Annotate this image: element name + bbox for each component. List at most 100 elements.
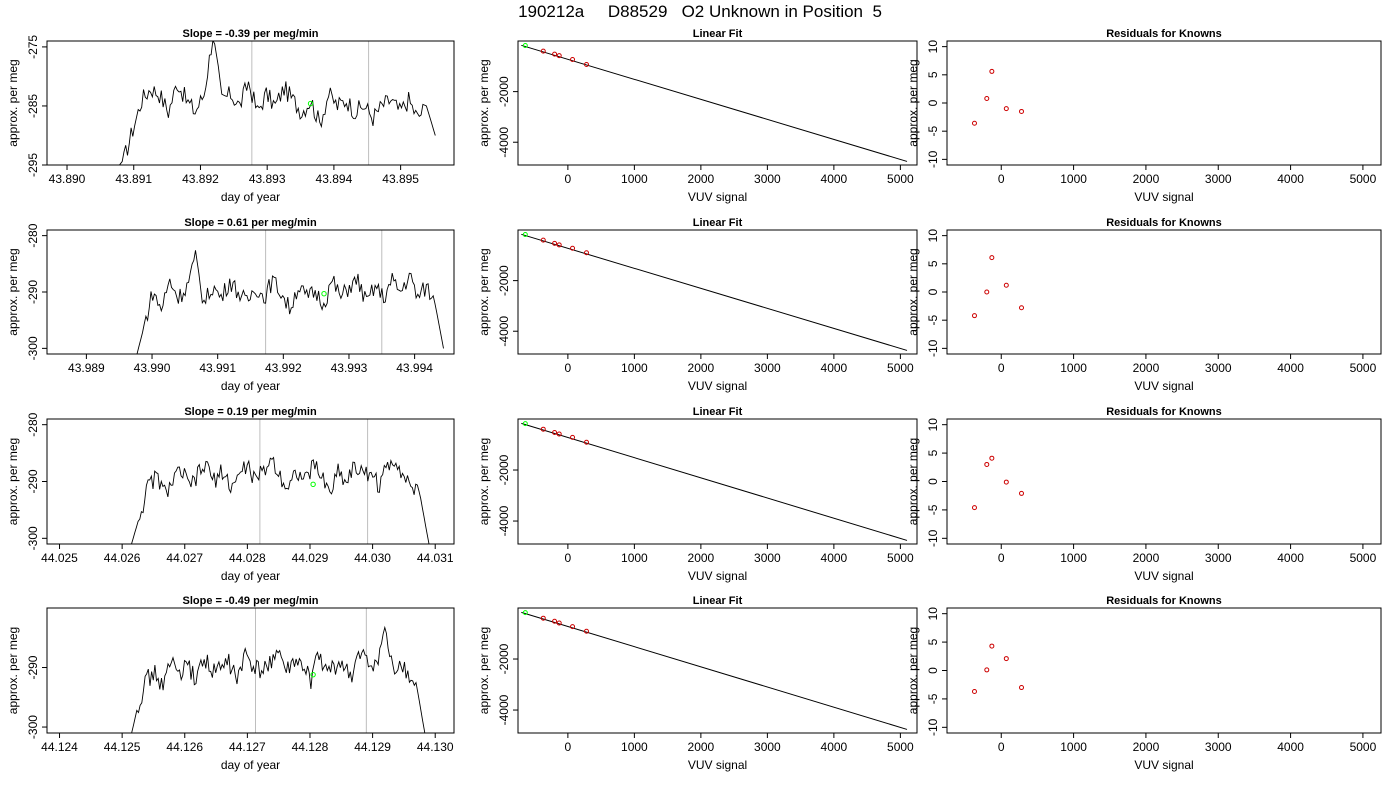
residual-point <box>989 643 995 649</box>
y-tick-label: 10 <box>926 418 940 432</box>
residual-point <box>1019 685 1025 691</box>
x-tick-label: 43.890 <box>49 172 86 186</box>
known-point <box>583 628 589 634</box>
x-tick-label: 44.126 <box>166 740 203 754</box>
y-tick-label: 0 <box>926 667 940 674</box>
x-axis-label: day of year <box>221 190 280 204</box>
unknown-point <box>307 100 314 107</box>
chart-title: Residuals for Knowns <box>1106 28 1222 40</box>
y-tick-label: 5 <box>926 638 940 645</box>
y-tick-label: -290 <box>26 469 40 493</box>
x-tick-label: 44.030 <box>354 551 391 565</box>
plot-frame <box>517 40 918 166</box>
x-tick-label: 43.894 <box>316 172 353 186</box>
y-tick-label: 0 <box>926 288 940 295</box>
chart-title: Linear Fit <box>693 28 743 40</box>
y-axis-label: approx. per meg <box>6 627 20 714</box>
x-tick-label: 43.990 <box>134 361 171 375</box>
y-tick-label: -4000 <box>497 505 511 536</box>
plot-frame <box>946 607 1382 734</box>
unknown-point <box>310 671 316 678</box>
y-tick-label: -295 <box>26 153 40 177</box>
y-tick-label: -280 <box>26 412 40 436</box>
chart-title: Residuals for Knowns <box>1106 217 1222 229</box>
residual-point <box>989 68 995 74</box>
residual-point <box>1003 656 1009 662</box>
y-tick-label: -2000 <box>497 454 511 485</box>
x-tick-label: 0 <box>565 740 572 754</box>
known-point <box>570 56 576 62</box>
y-tick-label: -300 <box>26 715 40 739</box>
y-axis-label: approx. per meg <box>6 59 20 146</box>
y-tick-label: -2000 <box>497 265 511 296</box>
x-tick-label: 2000 <box>688 551 715 565</box>
y-tick-label: 10 <box>926 40 940 54</box>
y-tick-label: 5 <box>926 260 940 267</box>
known-point <box>552 51 558 57</box>
residual-point <box>984 95 990 101</box>
fit-line <box>521 611 908 730</box>
y-tick-label: -2000 <box>497 643 511 674</box>
chart-title: Residuals for Knowns <box>1106 595 1222 607</box>
y-axis-label: approx. per meg <box>477 627 491 714</box>
y-tick-label: -10 <box>926 529 940 547</box>
unknown-point <box>522 43 528 49</box>
x-tick-label: 4000 <box>1277 172 1304 186</box>
unknown-point <box>310 481 316 488</box>
x-tick-label: 43.993 <box>331 361 368 375</box>
series-line <box>131 625 426 733</box>
residual-point <box>984 461 990 467</box>
known-point <box>583 250 589 256</box>
chart-title: Slope = -0.39 per meg/min <box>182 28 318 40</box>
plot-frame <box>46 40 455 166</box>
x-tick-label: 3000 <box>754 172 781 186</box>
x-tick-label: 2000 <box>1133 361 1160 375</box>
x-tick-label: 43.991 <box>199 361 236 375</box>
x-tick-label: 5000 <box>1350 172 1377 186</box>
chart-title: Slope = 0.61 per meg/min <box>184 217 317 229</box>
series-line <box>118 41 436 165</box>
residual-point <box>1019 108 1025 114</box>
x-tick-label: 44.031 <box>417 551 454 565</box>
fit-line <box>521 422 908 541</box>
y-tick-label: -10 <box>926 150 940 168</box>
x-axis-label: day of year <box>221 569 280 583</box>
plot-frame <box>46 418 455 545</box>
residual-point <box>971 120 977 126</box>
y-tick-label: 0 <box>926 478 940 485</box>
x-tick-label: 0 <box>998 740 1005 754</box>
y-tick-label: -300 <box>26 336 40 360</box>
known-point <box>552 618 558 624</box>
x-tick-label: 44.026 <box>104 551 141 565</box>
x-tick-label: 5000 <box>1350 740 1377 754</box>
x-tick-label: 44.129 <box>354 740 391 754</box>
x-tick-label: 43.892 <box>182 172 219 186</box>
plot-frame <box>517 229 918 355</box>
x-tick-label: 3000 <box>1205 740 1232 754</box>
y-tick-label: 10 <box>926 229 940 243</box>
x-tick-label: 43.893 <box>249 172 286 186</box>
x-tick-label: 1000 <box>1060 361 1087 375</box>
x-tick-label: 4000 <box>1277 551 1304 565</box>
y-axis-label: approx. per meg <box>477 59 491 146</box>
x-tick-label: 44.130 <box>417 740 454 754</box>
y-axis-label: approx. per meg <box>6 438 20 525</box>
x-axis-label: VUV signal <box>688 758 747 772</box>
y-tick-label: -10 <box>926 718 940 736</box>
x-tick-label: 4000 <box>821 551 848 565</box>
y-tick-label: 5 <box>926 449 940 456</box>
x-axis-label: day of year <box>221 379 280 393</box>
x-tick-label: 44.124 <box>41 740 78 754</box>
x-tick-label: 4000 <box>821 361 848 375</box>
plot-frame <box>46 607 455 734</box>
x-tick-label: 0 <box>998 172 1005 186</box>
residual-point <box>984 667 990 673</box>
y-tick-label: -5 <box>926 315 940 326</box>
y-tick-label: -2000 <box>497 76 511 107</box>
chart-title: Slope = -0.49 per meg/min <box>182 595 318 607</box>
x-axis-label: day of year <box>221 758 280 772</box>
plot-frame <box>946 418 1382 545</box>
unknown-point <box>522 421 528 427</box>
y-tick-label: -10 <box>926 339 940 357</box>
